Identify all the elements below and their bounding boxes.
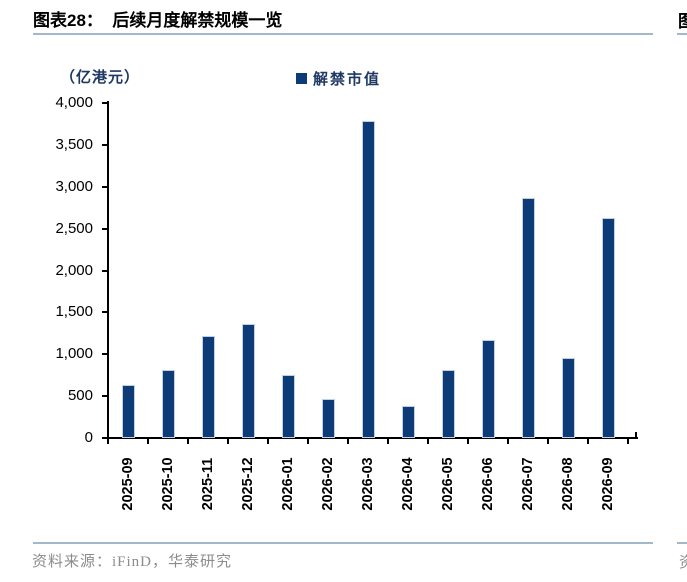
x-axis-tick (387, 438, 389, 444)
x-axis-tick (427, 438, 429, 444)
source-note: 资料来源：iFinD，华泰研究 (32, 554, 233, 570)
x-axis-label-2026-07: 2026-07 (520, 457, 536, 511)
y-axis-tick-label: 2,500 (55, 219, 93, 237)
y-axis-tick (102, 143, 108, 146)
x-axis-tick (227, 438, 229, 444)
x-axis-label-2026-04: 2026-04 (400, 457, 416, 511)
bar-2025-10 (161, 370, 175, 438)
footer-divider (33, 542, 653, 544)
bar-2026-09 (601, 218, 615, 438)
chart-title: 图表28： 后续月度解禁规模一览 (33, 11, 283, 30)
x-axis-tick (627, 438, 629, 444)
bar-2026-08 (561, 358, 575, 438)
legend: 解禁市值 (296, 68, 381, 89)
x-axis-label-2025-09: 2025-09 (120, 457, 136, 511)
x-axis-label-2026-09: 2026-09 (600, 457, 616, 511)
x-axis-label-2026-05: 2026-05 (440, 457, 456, 511)
y-axis-tick (102, 227, 108, 230)
y-axis-tick-label: 4,000 (55, 94, 93, 111)
bar-2026-03 (361, 121, 375, 438)
y-axis-tick (102, 269, 108, 272)
y-axis-tick-label: 500 (67, 387, 93, 405)
bar-2025-12 (241, 324, 255, 438)
x-axis-label-2025-11: 2025-11 (200, 457, 216, 511)
legend-label: 解禁市值 (313, 72, 382, 88)
x-axis-tick (547, 438, 549, 444)
y-axis-tick (102, 353, 108, 356)
y-axis-tick (102, 102, 108, 104)
title-divider (33, 33, 653, 35)
x-axis-label-2026-06: 2026-06 (480, 457, 496, 511)
y-axis-tick (102, 395, 108, 398)
x-axis-label-2025-12: 2025-12 (240, 457, 256, 511)
x-axis-tick (267, 438, 269, 444)
bar-2026-01 (281, 375, 295, 438)
x-axis-tick (587, 438, 589, 444)
next-chart-footer-divider-partial (677, 542, 687, 544)
y-axis-tick-label: 1,500 (55, 303, 93, 321)
axis-unit-label: （亿港元） (60, 70, 141, 86)
next-chart-title-partial: 图 (678, 12, 687, 31)
bar-2025-09 (121, 385, 135, 438)
bar-2025-11 (201, 336, 215, 438)
next-chart-title-divider-partial (677, 33, 687, 35)
x-axis-label-2026-01: 2026-01 (280, 457, 296, 511)
x-axis-label-2026-02: 2026-02 (320, 457, 336, 511)
y-axis-tick (102, 311, 108, 314)
y-axis-tick-label: 1,000 (55, 345, 93, 363)
bar-2026-02 (321, 399, 335, 438)
x-axis-label-2026-08: 2026-08 (560, 457, 576, 511)
x-axis-label-2025-10: 2025-10 (160, 457, 176, 511)
y-axis-line (107, 101, 109, 439)
y-axis-tick (102, 437, 108, 439)
bar-2026-07 (521, 198, 535, 438)
next-chart-source-partial: 资 (679, 555, 687, 571)
y-axis-tick-label: 2,000 (55, 261, 93, 279)
x-axis-tick (507, 438, 509, 444)
x-axis-tick (467, 438, 469, 444)
x-axis-tick (107, 438, 109, 444)
legend-swatch-icon (296, 73, 307, 84)
y-axis-tick-label: 3,000 (55, 177, 93, 195)
x-axis-tick (307, 438, 309, 444)
bar-2026-06 (481, 340, 495, 438)
bar-2026-04 (401, 406, 415, 438)
y-axis-tick-label: 0 (84, 429, 93, 446)
y-axis-tick-label: 3,500 (55, 135, 93, 153)
x-axis-tick (147, 438, 149, 444)
x-axis-label-2026-03: 2026-03 (360, 457, 376, 511)
x-axis-tick (347, 438, 349, 444)
x-axis-line (107, 437, 638, 439)
x-axis-end-tick (635, 432, 637, 438)
bar-2026-05 (441, 370, 455, 438)
y-axis-tick (102, 185, 108, 188)
x-axis-tick (187, 438, 189, 444)
